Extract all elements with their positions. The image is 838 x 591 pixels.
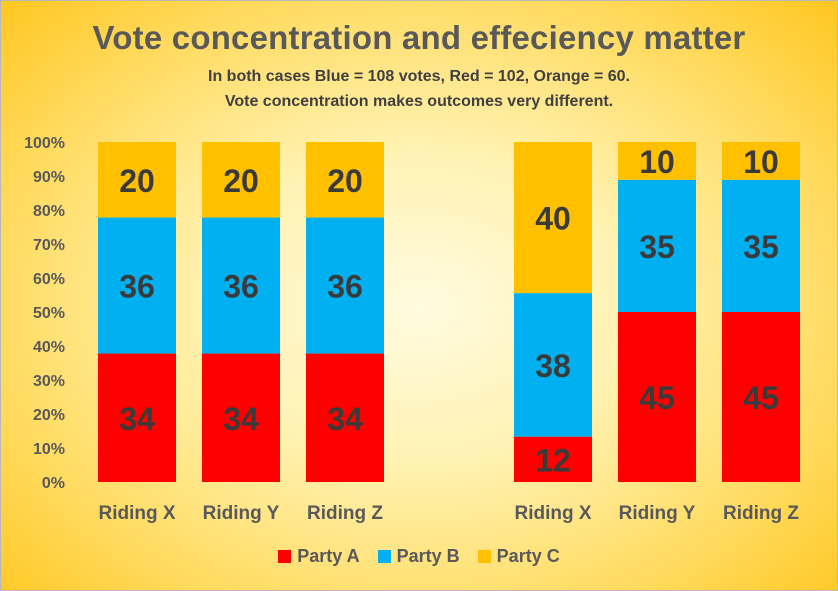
bar-segment [722, 142, 800, 180]
data-label: 10 [639, 144, 675, 180]
legend-swatch-party-a [278, 550, 292, 563]
x-tick-label: Riding Z [723, 503, 799, 524]
y-tick-label: 80% [33, 203, 65, 220]
y-tick-label: 30% [33, 373, 65, 390]
data-label: 45 [639, 380, 675, 416]
legend-swatch-party-c [477, 550, 491, 563]
data-label: 35 [639, 229, 675, 265]
x-tick-label: Riding Y [203, 503, 280, 524]
bar-segment [202, 353, 280, 482]
legend-label-party-b: Party B [396, 546, 460, 566]
chart-subtitle-2: Vote concentration makes outcomes very d… [224, 93, 614, 110]
x-tick-label: Riding Z [307, 503, 383, 524]
x-tick-label: Riding X [514, 503, 591, 524]
legend-swatch-party-b [377, 550, 391, 563]
legend-label-party-a: Party A [297, 546, 360, 566]
data-label: 36 [223, 269, 259, 305]
y-tick-label: 10% [33, 441, 65, 458]
data-label: 34 [119, 401, 155, 437]
bar-segment [618, 179, 696, 312]
data-label: 20 [223, 163, 259, 199]
y-tick-label: 60% [33, 271, 65, 288]
bar-segment [98, 217, 176, 354]
bar-segment [514, 436, 592, 482]
chart-title: Vote concentration and effeciency matter [92, 19, 746, 56]
y-tick-label: 20% [33, 407, 65, 424]
bar-segment [618, 312, 696, 482]
y-tick-label: 100% [24, 135, 65, 152]
data-label: 36 [119, 269, 155, 305]
legend-item-party-c: Party C [477, 546, 560, 567]
legend-item-party-b: Party B [377, 546, 460, 567]
y-tick-label: 70% [33, 237, 65, 254]
y-tick-label: 50% [33, 305, 65, 322]
bar-segment [722, 179, 800, 312]
chart-subtitle-1: In both cases Blue = 108 votes, Red = 10… [208, 68, 630, 85]
legend: Party A Party B Party C [1, 546, 837, 567]
bar-segment [722, 312, 800, 482]
x-tick-label: Riding X [98, 503, 175, 524]
data-label: 40 [535, 201, 571, 237]
bar-segment [514, 142, 592, 294]
bar-segment [306, 353, 384, 482]
legend-label-party-c: Party C [496, 546, 560, 566]
bar-segment [98, 353, 176, 482]
data-label: 10 [743, 144, 779, 180]
y-tick-label: 90% [33, 169, 65, 186]
data-label: 20 [327, 163, 363, 199]
y-tick-label: 40% [33, 339, 65, 356]
legend-item-party-a: Party A [278, 546, 360, 567]
data-label: 12 [535, 442, 571, 478]
bar-segment [306, 217, 384, 354]
bar-segment [514, 293, 592, 437]
data-label: 36 [327, 269, 363, 305]
data-label: 20 [119, 163, 155, 199]
bar-segment [98, 142, 176, 218]
data-label: 35 [743, 229, 779, 265]
data-label: 34 [327, 401, 363, 437]
data-label: 45 [743, 380, 779, 416]
data-label: 34 [223, 401, 259, 437]
data-label: 38 [535, 348, 571, 384]
y-tick-label: 0% [42, 475, 65, 492]
bar-segment [306, 142, 384, 218]
bar-segment [202, 217, 280, 354]
x-tick-label: Riding Y [619, 503, 696, 524]
bar-segment [618, 142, 696, 180]
bar-segment [202, 142, 280, 218]
